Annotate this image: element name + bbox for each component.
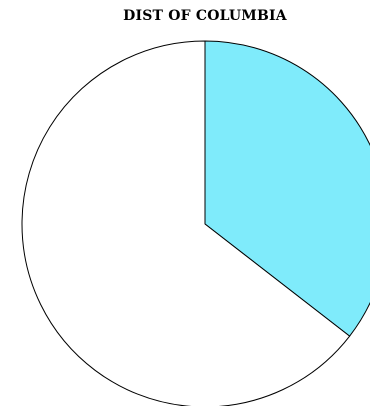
pie-slice-1 xyxy=(204,40,370,337)
pie-slices xyxy=(21,40,370,406)
pie-slice-2 xyxy=(21,40,351,406)
chart-title: DIST OF COLUMBIA xyxy=(123,8,287,24)
